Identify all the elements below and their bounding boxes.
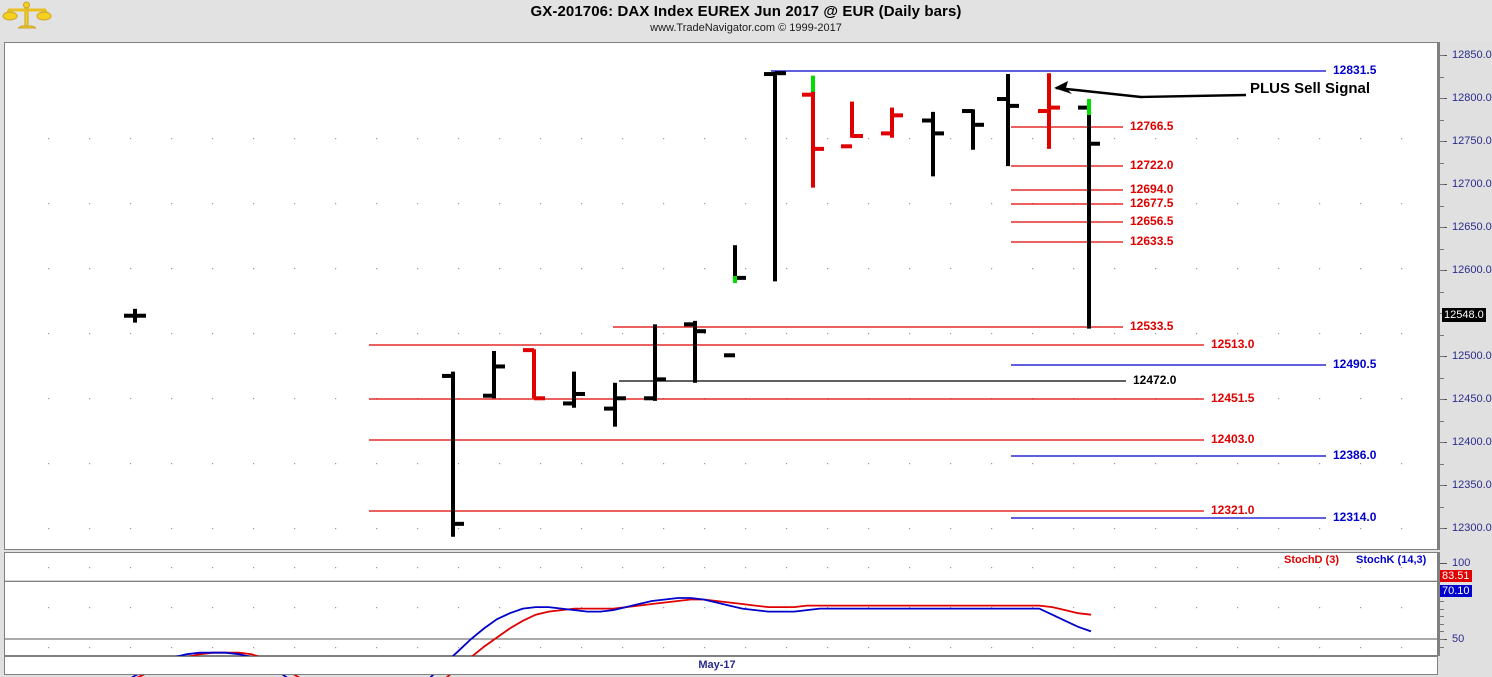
price-axis-minor-tick — [1440, 55, 1444, 56]
plus-sell-signal-annotation: PLUS Sell Signal — [1250, 80, 1371, 97]
price-axis-minor-tick — [1440, 506, 1444, 508]
price-axis-minor-tick — [1440, 141, 1444, 142]
stochk-line — [131, 597, 1092, 677]
stochd-legend: StochD (3) — [1284, 554, 1339, 566]
price-axis-minor-tick — [1440, 485, 1444, 486]
current-price-badge: 12548.0 — [1442, 307, 1486, 322]
price-axis-minor-tick — [1440, 119, 1444, 121]
date-axis-label: May-17 — [698, 659, 736, 671]
price-axis-label: 12500.0 — [1452, 350, 1492, 362]
price-axis-minor-tick — [1440, 377, 1444, 379]
price-level-label: 12677.5 — [1130, 196, 1174, 210]
indicator-axis-minor-tick — [1440, 646, 1444, 648]
indicator-axis-label: 100 — [1452, 557, 1471, 569]
price-axis-label: 12350.0 — [1452, 479, 1492, 491]
stochastic-canvas — [5, 567, 1437, 677]
price-axis-minor-tick — [1440, 420, 1444, 422]
stochk-value-badge: 70.10 — [1440, 585, 1472, 597]
indicator-axis-minor-tick — [1440, 608, 1444, 610]
price-axis-minor-tick — [1440, 76, 1444, 78]
price-chart-canvas — [48, 70, 1403, 537]
price-axis-minor-tick — [1440, 528, 1444, 529]
price-chart-pane[interactable]: TradeNavigator.com — [4, 42, 1438, 594]
price-axis-minor-tick — [1440, 291, 1444, 293]
price-axis-label: 12700.0 — [1452, 178, 1492, 190]
price-axis-minor-tick — [1440, 334, 1444, 336]
price-axis-minor-tick — [1440, 205, 1444, 207]
indicator-axis: 100 50 — [1438, 552, 1492, 656]
price-level-label: 12490.5 — [1333, 357, 1377, 371]
price-axis-minor-tick — [1440, 442, 1444, 443]
grid-dots — [48, 138, 1403, 530]
price-level-label: 12314.0 — [1333, 510, 1377, 524]
price-axis-label: 12650.0 — [1452, 221, 1492, 233]
page-title: GX-201706: DAX Index EUREX Jun 2017 @ EU… — [530, 3, 962, 20]
price-level-label: 12321.0 — [1211, 503, 1255, 517]
price-axis-minor-tick — [1440, 270, 1444, 271]
price-axis-label: 12600.0 — [1452, 264, 1492, 276]
stochastic-indicator-pane[interactable] — [4, 552, 1438, 677]
price-level-label: 12633.5 — [1130, 234, 1174, 248]
price-axis-label: 12850.0 — [1452, 49, 1492, 61]
sell-signal-arrow — [1054, 81, 1247, 99]
price-axis-minor-tick — [1440, 463, 1444, 465]
price-axis-minor-tick — [1440, 399, 1444, 400]
price-axis-label: 12750.0 — [1452, 135, 1492, 147]
stochk-legend: StochK (14,3) — [1356, 554, 1427, 566]
price-level-label: 12472.0 — [1133, 373, 1177, 387]
price-level-label: 12656.5 — [1130, 214, 1174, 228]
price-level-lines — [369, 70, 1326, 519]
price-level-label: 12722.0 — [1130, 158, 1174, 172]
price-axis-minor-tick — [1440, 227, 1444, 228]
indicator-axis-minor-tick — [1440, 601, 1444, 602]
price-axis-minor-tick — [1440, 162, 1444, 164]
price-level-label: 12403.0 — [1211, 432, 1255, 446]
price-level-label: 12451.5 — [1211, 391, 1255, 405]
indicator-grid — [48, 567, 1403, 649]
price-axis: 12850.0 12800.0 12750.0 12700.0 12650.0 12600… — [1438, 42, 1492, 550]
price-axis-minor-tick — [1440, 356, 1444, 357]
price-axis-minor-tick — [1440, 98, 1444, 99]
indicator-axis-minor-tick — [1440, 631, 1444, 633]
indicator-axis-label: 50 — [1452, 633, 1465, 645]
price-level-label: 12513.0 — [1211, 337, 1255, 351]
balance-scale-icon — [2, 0, 52, 34]
indicator-axis-minor-tick — [1440, 639, 1444, 640]
price-axis-minor-tick — [1440, 248, 1444, 250]
price-level-label: 12533.5 — [1130, 319, 1174, 333]
indicator-axis-minor-tick — [1440, 623, 1444, 625]
ohlc-bars — [124, 71, 1100, 537]
price-level-label: 12831.5 — [1333, 63, 1377, 77]
price-level-label: 12766.5 — [1130, 119, 1174, 133]
page-subtitle: www.TradeNavigator.com © 1999-2017 — [650, 22, 842, 34]
price-level-label: 12694.0 — [1130, 182, 1174, 196]
price-level-label: 12386.0 — [1333, 448, 1377, 462]
stochd-value-badge: 83.51 — [1440, 570, 1472, 582]
price-axis-label: 12800.0 — [1452, 92, 1492, 104]
price-axis-label: 12400.0 — [1452, 436, 1492, 448]
price-axis-minor-tick — [1440, 184, 1444, 185]
price-axis-label: 12300.0 — [1452, 522, 1492, 534]
indicator-axis-tick — [1440, 563, 1447, 564]
indicator-axis-minor-tick — [1440, 616, 1444, 618]
chart-header: GX-201706: DAX Index EUREX Jun 2017 @ EU… — [0, 0, 1492, 42]
price-axis-label: 12450.0 — [1452, 393, 1492, 405]
date-axis-pane — [4, 656, 1438, 675]
